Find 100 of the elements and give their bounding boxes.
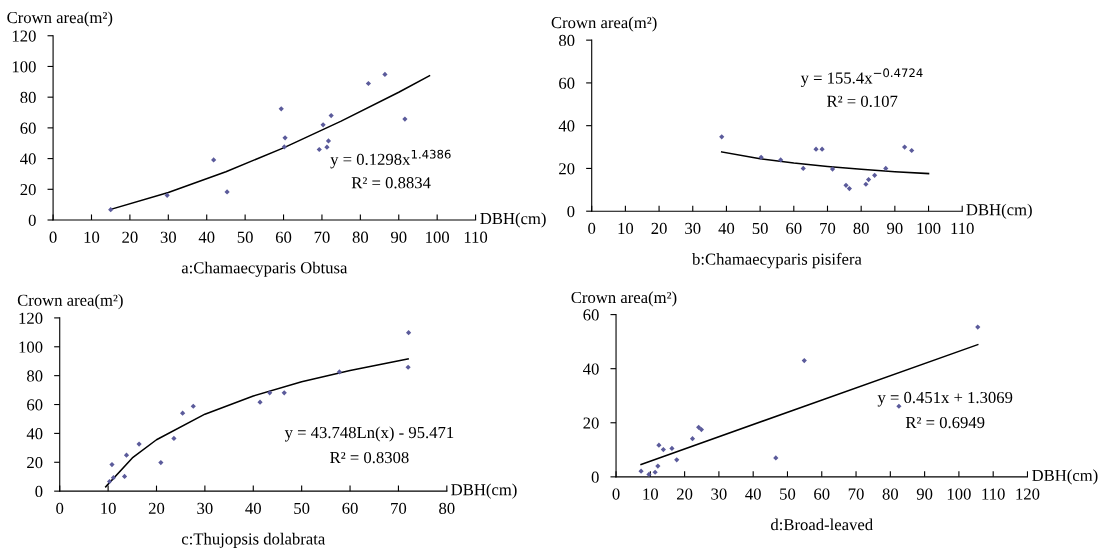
x-tick-label: 70 — [391, 502, 407, 514]
x-tick-label: 0 — [612, 488, 620, 500]
y-tick-label: 20 — [27, 456, 43, 469]
y-tick-label: 120 — [19, 312, 43, 324]
text: c:Thujopsis dolabrata — [181, 532, 326, 548]
y-tick-label: 20 — [559, 163, 575, 175]
point — [698, 426, 705, 433]
point — [883, 165, 889, 172]
x-tick-label: 40 — [245, 502, 261, 514]
x-tick-label: 70 — [314, 231, 330, 243]
x-tick-label: 10 — [643, 488, 659, 500]
x-tick-label: 100 — [917, 222, 941, 235]
point — [660, 446, 666, 453]
y-tick-label: 20 — [20, 183, 36, 196]
y-axis-title: Crown area(m²) — [551, 16, 657, 32]
point — [778, 157, 784, 163]
x-tick-label: 10 — [618, 222, 634, 235]
annotation: R² = 0.8834 — [351, 177, 431, 189]
annotation: y = 43.748Ln(x) - 95.471 — [284, 426, 454, 442]
y-tick-label: 100 — [12, 61, 36, 73]
point — [171, 435, 177, 442]
x-tick-label: 20 — [651, 222, 667, 235]
x-tick-label: 90 — [887, 222, 903, 235]
y-tick-label: 120 — [12, 30, 36, 42]
x-tick-label: 80 — [853, 222, 869, 235]
y-tick-label: 0 — [567, 205, 575, 218]
x-axis-title: DBH(cm) — [966, 203, 1032, 219]
x-tick-label: 50 — [752, 222, 768, 235]
x-tick-label: 40 — [198, 231, 215, 243]
x-tick-label: 90 — [390, 231, 407, 243]
point — [382, 71, 388, 78]
point — [164, 192, 170, 198]
point — [846, 185, 852, 192]
annotation: y = 0.451x + 1.3069 — [877, 391, 1013, 407]
y-tick-label: 0 — [591, 471, 599, 483]
x-axis-title: DBH(cm) — [480, 212, 546, 228]
y-tick-label: 60 — [20, 122, 36, 134]
x-tick-label: 60 — [275, 231, 292, 243]
line-series — [720, 151, 930, 175]
y-tick-label: 40 — [26, 428, 43, 440]
x-tick-label: 80 — [882, 488, 899, 500]
x-tick-label: 50 — [780, 488, 796, 500]
point — [689, 436, 696, 442]
y-axis-title: Crown area(m²) — [571, 291, 677, 307]
point — [365, 80, 372, 87]
y-axis-title: Crown area(m²) — [7, 11, 113, 27]
point — [267, 390, 273, 396]
y-tick-label: 40 — [20, 153, 36, 165]
x-tick-label: 110 — [982, 488, 1005, 500]
point — [872, 172, 878, 178]
x-tick-label: 30 — [685, 222, 701, 235]
point — [158, 459, 164, 466]
point — [800, 165, 806, 172]
point — [336, 369, 342, 375]
point — [719, 134, 725, 140]
point — [696, 424, 702, 430]
point — [669, 445, 675, 452]
x-tick-label: 100 — [947, 488, 971, 500]
y-tick-label: 40 — [558, 120, 575, 132]
y-tick-label: 80 — [559, 34, 575, 47]
text: a:Chamaecyparis Obtusa — [181, 261, 348, 277]
text: d:Broad-leaved — [770, 518, 873, 531]
x-tick-label: 50 — [294, 502, 310, 514]
x-tick-label: 120 — [1016, 488, 1040, 500]
y-axis-title: Crown area(m²) — [17, 294, 123, 310]
x-tick-label: 40 — [718, 222, 735, 235]
x-tick-label: 80 — [352, 231, 369, 243]
point — [121, 473, 128, 480]
point — [211, 157, 217, 163]
x-tick-label: 70 — [820, 222, 836, 235]
x-tick-label: 40 — [745, 488, 761, 500]
x-tick-label: 20 — [148, 502, 165, 514]
annotation: R² = 0.107 — [826, 95, 898, 108]
point — [801, 357, 807, 364]
point — [316, 146, 322, 153]
x-tick-label: 110 — [951, 222, 974, 235]
y-tick-label: 60 — [583, 309, 599, 321]
point — [106, 478, 113, 485]
y-tick-label: 40 — [583, 363, 599, 375]
x-axis-title: DBH(cm) — [451, 483, 517, 499]
x-axis-title: DBH(cm) — [1032, 469, 1098, 485]
x-tick-label: 100 — [426, 231, 450, 243]
x-tick-label: 60 — [814, 488, 830, 500]
annotation: y = 0.1298x$^{1.4386}$ — [330, 149, 451, 169]
x-tick-label: 60 — [342, 502, 358, 514]
y-tick-label: 20 — [583, 417, 599, 429]
point — [123, 452, 130, 458]
x-tick-label: 10 — [84, 231, 100, 243]
point — [865, 176, 872, 183]
x-tick-label: 20 — [122, 231, 138, 243]
point — [110, 475, 117, 481]
y-tick-label: 60 — [559, 77, 575, 89]
annotation: R² = 0.8308 — [330, 451, 409, 464]
x-tick-label: 50 — [237, 231, 253, 243]
point — [758, 154, 764, 160]
point — [406, 330, 412, 336]
annotation: R² = 0.6949 — [905, 416, 985, 429]
point — [108, 207, 114, 213]
point — [909, 147, 915, 154]
point — [328, 112, 334, 119]
